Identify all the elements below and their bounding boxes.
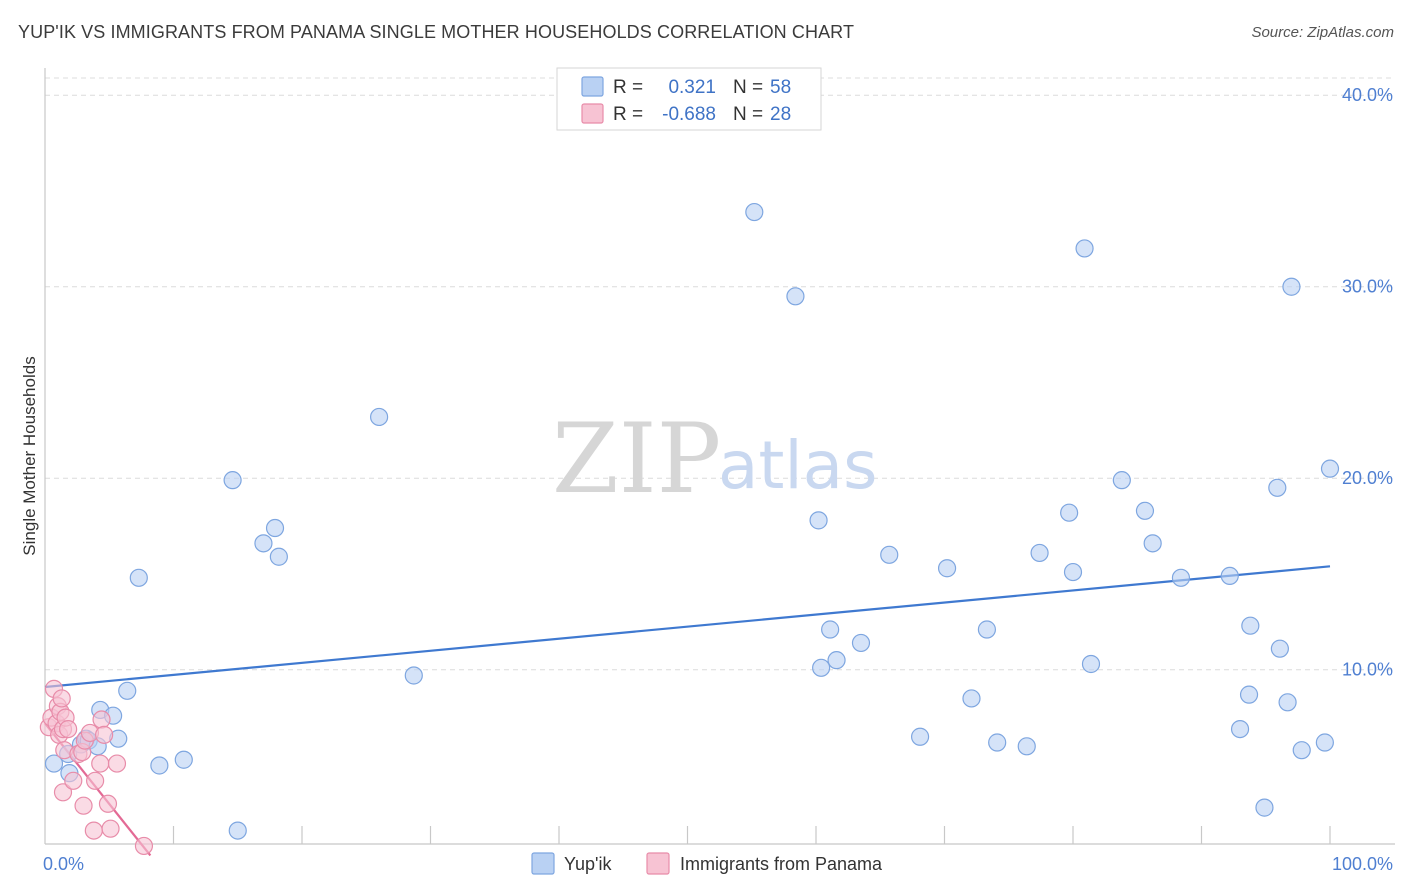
yupik-point xyxy=(1239,685,1259,704)
panama-point xyxy=(101,819,120,838)
yupik-point xyxy=(254,534,273,553)
x-tick-labels: 0.0% 100.0% xyxy=(43,854,1393,874)
yupik-point xyxy=(370,407,389,427)
yupik-point xyxy=(812,658,831,677)
yupik-point xyxy=(404,666,423,685)
stats-r-value: 0.321 xyxy=(668,77,716,98)
yupik-point xyxy=(1241,616,1260,635)
chart-title: YUP'IK VS IMMIGRANTS FROM PANAMA SINGLE … xyxy=(18,22,855,42)
yupik-point xyxy=(1171,568,1191,587)
yupik-point xyxy=(1270,639,1289,658)
yupik-point xyxy=(809,511,828,530)
panama-point xyxy=(84,821,103,840)
x-tick-label: 100.0% xyxy=(1332,854,1393,874)
yupik-point xyxy=(1315,733,1334,752)
stats-n-label: N = xyxy=(733,77,763,98)
panama-point xyxy=(64,771,83,790)
gridlines xyxy=(45,77,1395,671)
stats-swatch-panama xyxy=(581,103,604,124)
data-points xyxy=(39,202,1340,856)
yupik-point xyxy=(1292,741,1311,760)
yupik-point xyxy=(821,620,840,639)
yupik-point xyxy=(1063,562,1083,582)
panama-point xyxy=(92,710,111,729)
yupik-point xyxy=(1220,566,1239,586)
yupik-point xyxy=(1060,503,1079,522)
yupik-point xyxy=(745,202,764,222)
stats-n-value: 28 xyxy=(770,104,791,125)
panama-point xyxy=(53,783,73,802)
yupik-point xyxy=(269,547,288,566)
panama-point xyxy=(95,725,114,744)
y-tick-label: 20.0% xyxy=(1342,468,1393,488)
yupik-point xyxy=(1017,737,1036,756)
yupik-point xyxy=(1081,654,1101,674)
yupik-point xyxy=(150,756,169,775)
yupik-point xyxy=(962,689,981,708)
y-tick-label: 40.0% xyxy=(1342,85,1393,105)
panama-point xyxy=(134,836,154,856)
yupik-point xyxy=(44,754,64,773)
yupik-point xyxy=(1320,459,1340,478)
y-tick-label: 10.0% xyxy=(1342,660,1393,680)
panama-point xyxy=(74,796,93,815)
legend-label-panama: Immigrants from Panama xyxy=(680,854,883,874)
stats-r-label: R = xyxy=(613,104,643,125)
yupik-point xyxy=(977,620,997,639)
y-axis-title: Single Mother Households xyxy=(20,356,39,555)
watermark: ZIP atlas xyxy=(552,403,878,515)
y-tick-labels: 10.0% 20.0% 30.0% 40.0% xyxy=(1342,85,1393,680)
trend-lines xyxy=(44,565,1331,857)
yupik-point xyxy=(1112,471,1131,490)
panama-point xyxy=(59,719,78,739)
yupik-point xyxy=(880,545,899,564)
yupik-point xyxy=(827,651,846,670)
yupik-point xyxy=(129,568,148,587)
stats-box: R = 0.321 N = 58 R = -0.688 N = 28 xyxy=(556,67,822,131)
legend-swatch-yupik xyxy=(531,852,555,875)
yupik-point xyxy=(1143,534,1162,553)
yupik-point xyxy=(1135,501,1155,520)
legend-swatch-panama xyxy=(646,852,670,875)
watermark-atlas: atlas xyxy=(718,427,878,504)
yupik-point xyxy=(786,287,805,306)
yupik-point xyxy=(1268,478,1287,497)
yupik-point xyxy=(1282,277,1301,296)
yupik-point xyxy=(174,750,193,769)
yupik-point xyxy=(265,518,285,538)
yupik-point xyxy=(1255,798,1274,817)
yupik-point xyxy=(228,821,247,840)
yupik-point xyxy=(937,559,957,578)
yupik-trend-line xyxy=(44,565,1331,689)
stats-r-value: -0.688 xyxy=(662,104,716,125)
panama-point xyxy=(91,754,110,773)
panama-point xyxy=(98,794,118,813)
stats-n-label: N = xyxy=(733,104,763,125)
yupik-point xyxy=(223,471,242,490)
yupik-point xyxy=(118,681,137,700)
yupik-point xyxy=(910,727,930,746)
stats-swatch-yupik xyxy=(581,76,604,97)
yupik-point xyxy=(988,733,1007,752)
yupik-point xyxy=(1075,239,1094,258)
source-label: Source: ZipAtlas.com xyxy=(1251,24,1394,41)
panama-point xyxy=(86,771,105,790)
legend-label-yupik: Yup'ik xyxy=(564,854,612,874)
yupik-point xyxy=(851,633,871,653)
panama-point xyxy=(107,754,127,773)
yupik-point xyxy=(1230,719,1250,739)
x-ticks xyxy=(172,826,1331,844)
yupik-point xyxy=(1030,543,1049,563)
stats-n-value: 58 xyxy=(770,77,791,98)
yupik-point xyxy=(1278,693,1297,712)
stats-r-label: R = xyxy=(613,77,643,98)
y-tick-label: 30.0% xyxy=(1342,277,1393,297)
watermark-zip: ZIP xyxy=(552,403,721,515)
panama-point xyxy=(52,689,71,708)
legend: Yup'ik Immigrants from Panama xyxy=(531,852,883,875)
x-tick-label: 0.0% xyxy=(43,854,84,874)
